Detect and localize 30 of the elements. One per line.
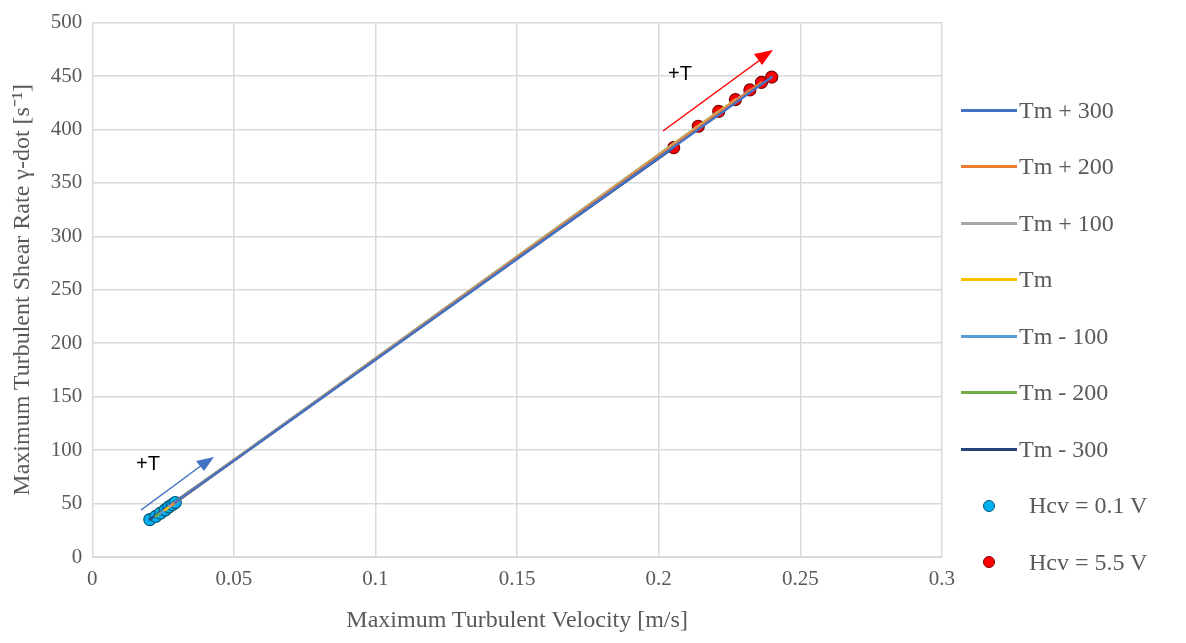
y-tick-label: 0 bbox=[71, 543, 83, 568]
y-tick-label: 400 bbox=[50, 116, 83, 140]
y-tick-label: 500 bbox=[50, 9, 83, 34]
legend-label: Tm + 200 bbox=[1019, 153, 1114, 181]
legend-label: Tm - 100 bbox=[1019, 322, 1109, 350]
y-tick-label: 300 bbox=[50, 222, 83, 247]
annotation: +T bbox=[136, 452, 160, 475]
x-tick-label: 0.3 bbox=[928, 566, 955, 591]
y-tick-label: 350 bbox=[50, 169, 83, 194]
x-tick-label: 0.25 bbox=[781, 566, 819, 591]
x-tick-label: 0.15 bbox=[498, 566, 536, 591]
legend-label: Tm - 200 bbox=[1019, 379, 1109, 407]
x-tick-label: 0.05 bbox=[215, 566, 253, 591]
x-tick-label: 0.2 bbox=[645, 566, 672, 591]
legend-label: Tm + 300 bbox=[1019, 96, 1114, 124]
y-tick-label: 200 bbox=[50, 329, 83, 354]
y-tick-label: 50 bbox=[61, 490, 83, 515]
legend-label: Tm - 300 bbox=[1019, 435, 1109, 463]
legend-label: Hcv = 5.5 V bbox=[1029, 548, 1148, 576]
y-tick-label: 450 bbox=[50, 62, 83, 87]
x-tick-label: 0.1 bbox=[362, 566, 389, 591]
legend-label: Tm + 100 bbox=[1019, 209, 1114, 237]
annotation: +T bbox=[668, 62, 692, 85]
y-axis-title: Maximum Turbulent Shear Rate γ-dot [s⁻¹] bbox=[7, 83, 34, 496]
y-tick-label: 100 bbox=[50, 436, 83, 461]
x-axis-title: Maximum Turbulent Velocity [m/s] bbox=[346, 605, 688, 632]
y-tick-label: 250 bbox=[50, 276, 83, 301]
legend-label: Hcv = 0.1 V bbox=[1029, 492, 1148, 520]
legend-label: Tm bbox=[1019, 266, 1053, 294]
y-tick-label: 150 bbox=[50, 383, 83, 408]
